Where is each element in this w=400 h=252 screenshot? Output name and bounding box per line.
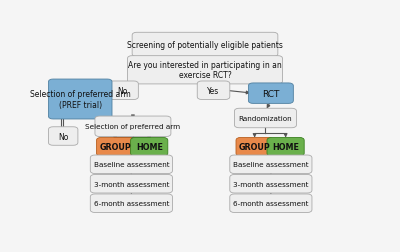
FancyBboxPatch shape <box>48 80 112 119</box>
Text: Selection of preferred arm
(PREF trial): Selection of preferred arm (PREF trial) <box>30 90 130 109</box>
FancyBboxPatch shape <box>131 138 168 156</box>
FancyBboxPatch shape <box>90 194 172 213</box>
FancyBboxPatch shape <box>95 117 171 137</box>
Text: Are you interested in participating in an
exercise RCT?: Are you interested in participating in a… <box>128 61 282 80</box>
Text: Selection of preferred arm: Selection of preferred arm <box>85 124 180 130</box>
Text: Yes: Yes <box>207 86 220 95</box>
FancyBboxPatch shape <box>90 175 172 193</box>
FancyBboxPatch shape <box>90 155 172 174</box>
FancyBboxPatch shape <box>128 56 282 85</box>
FancyBboxPatch shape <box>230 175 312 193</box>
Text: HOME: HOME <box>272 143 299 152</box>
Text: No: No <box>58 132 68 141</box>
FancyBboxPatch shape <box>48 127 78 146</box>
FancyBboxPatch shape <box>106 82 138 100</box>
FancyBboxPatch shape <box>267 138 304 156</box>
FancyBboxPatch shape <box>236 138 273 156</box>
Text: GROUP: GROUP <box>99 143 131 152</box>
FancyBboxPatch shape <box>230 155 312 174</box>
Text: RCT: RCT <box>262 89 280 98</box>
Text: 6-month assessment: 6-month assessment <box>94 200 169 206</box>
Text: Randomization: Randomization <box>239 115 292 121</box>
Text: 3-month assessment: 3-month assessment <box>94 181 169 187</box>
FancyBboxPatch shape <box>96 138 134 156</box>
Text: HOME: HOME <box>136 143 163 152</box>
FancyBboxPatch shape <box>197 82 230 100</box>
FancyBboxPatch shape <box>230 194 312 213</box>
Text: 6-month assessment: 6-month assessment <box>233 200 309 206</box>
Text: No: No <box>117 86 127 95</box>
Text: GROUP: GROUP <box>239 143 270 152</box>
Text: Baseline assessment: Baseline assessment <box>94 162 169 168</box>
FancyBboxPatch shape <box>234 109 296 128</box>
Text: Baseline assessment: Baseline assessment <box>233 162 309 168</box>
FancyBboxPatch shape <box>248 84 293 104</box>
FancyBboxPatch shape <box>132 33 278 57</box>
Text: 3-month assessment: 3-month assessment <box>233 181 309 187</box>
Text: Screening of potentially eligible patients: Screening of potentially eligible patien… <box>127 41 283 50</box>
